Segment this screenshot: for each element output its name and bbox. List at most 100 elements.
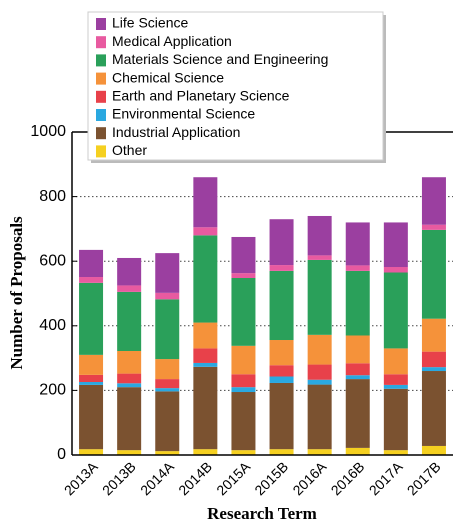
bar-segment [193, 322, 218, 349]
y-tick-label: 800 [39, 188, 66, 205]
legend-swatch [96, 127, 106, 140]
bar-segment [79, 249, 104, 278]
legend-label: Medical Application [112, 33, 232, 49]
bar-segment [269, 265, 294, 271]
y-tick-label: 400 [39, 317, 66, 334]
bar-segment [193, 177, 218, 228]
bar-segment [117, 450, 142, 455]
legend-label: Chemical Science [112, 69, 224, 85]
bar-segment [79, 354, 104, 375]
bar-segment [117, 387, 142, 451]
bar-segment [79, 282, 104, 355]
bar-segment [307, 364, 332, 380]
bar-segment [269, 449, 294, 455]
x-tick-label: 2016B [328, 458, 368, 498]
bar-segment [117, 257, 142, 286]
bar-segment [117, 383, 142, 388]
bar-segment [345, 270, 370, 336]
bar-segment [155, 451, 180, 455]
x-tick-label: 2015B [251, 458, 291, 498]
bar-segment [155, 391, 180, 452]
legend-swatch [96, 109, 106, 121]
bar-segment [307, 384, 332, 450]
bar-segment [193, 449, 218, 455]
bar-segment [383, 272, 408, 349]
bar-segment [79, 449, 104, 455]
bar-segment [193, 235, 218, 323]
legend-label: Industrial Application [112, 124, 240, 140]
bar-segment [269, 376, 294, 383]
y-tick-label: 600 [39, 252, 66, 269]
bar-segment [383, 348, 408, 375]
legend-swatch [96, 145, 106, 158]
bar-segment [79, 382, 104, 385]
bar-segment [79, 384, 104, 450]
x-axis-label: Research Term [207, 504, 317, 523]
legend-swatch [96, 54, 106, 67]
x-tick-label: 2015A [213, 458, 253, 498]
bar-segment [383, 267, 408, 273]
legend-label: Materials Science and Engineering [112, 51, 328, 67]
bar-segment [307, 379, 332, 385]
bar-segment [383, 388, 408, 451]
x-tick-label: 2014A [137, 458, 177, 498]
x-tick-label: 2017A [366, 458, 406, 498]
bar-segment [193, 348, 218, 363]
bar-segment [193, 227, 218, 236]
x-tick-label: 2013A [61, 458, 101, 498]
bar-segment [421, 229, 446, 319]
bar-segment [155, 359, 180, 380]
bar-segment [231, 392, 256, 451]
bar-segment [269, 270, 294, 341]
bar-segment [269, 382, 294, 450]
bar-segment [307, 215, 332, 256]
bar-segment [383, 222, 408, 268]
bar-segment [307, 255, 332, 260]
bar-segment [421, 318, 446, 352]
y-tick-label: 200 [39, 382, 66, 399]
legend-label: Environmental Science [112, 106, 255, 122]
bar-segment [383, 450, 408, 455]
bar-segment [155, 299, 180, 360]
x-tick-label: 2014B [175, 458, 215, 498]
y-tick-label: 0 [57, 446, 66, 463]
bar-segment [345, 222, 370, 266]
bar-segment [155, 388, 180, 392]
bar-segment [117, 291, 142, 351]
bar-segment [231, 273, 256, 278]
bar-segment [421, 351, 446, 368]
legend-box [87, 11, 384, 161]
bar-segment [117, 285, 142, 292]
bar-segment [269, 365, 294, 377]
bar-segment [79, 277, 104, 283]
bar-segment [307, 334, 332, 365]
bar-segment [193, 362, 218, 367]
legend-swatch [96, 18, 106, 30]
bar-segment [345, 375, 370, 380]
legend-swatch [96, 36, 106, 49]
legend-label: Other [112, 142, 147, 158]
bar-segment [421, 177, 446, 225]
bar-segment [231, 236, 256, 274]
bar-segment [421, 367, 446, 372]
legend-swatch [96, 72, 106, 85]
legend-label: Life Science [112, 15, 188, 31]
bar-segment [345, 447, 370, 455]
legend-swatch [96, 90, 106, 103]
bar-segment [421, 371, 446, 446]
bar-segment [155, 253, 180, 293]
bar-segment [117, 373, 142, 384]
bar-segment [193, 366, 218, 450]
bar-segment [383, 384, 408, 389]
bar-segment [79, 374, 104, 383]
bar-segment [345, 335, 370, 364]
bar-segment [155, 292, 180, 300]
legend-label: Earth and Planetary Science [112, 88, 290, 104]
bar-segment [307, 449, 332, 455]
bar-segment [421, 224, 446, 230]
x-tick-label: 2013B [99, 458, 139, 498]
bar-segment [345, 265, 370, 271]
bar-segment [269, 219, 294, 266]
bar-segment [231, 345, 256, 375]
